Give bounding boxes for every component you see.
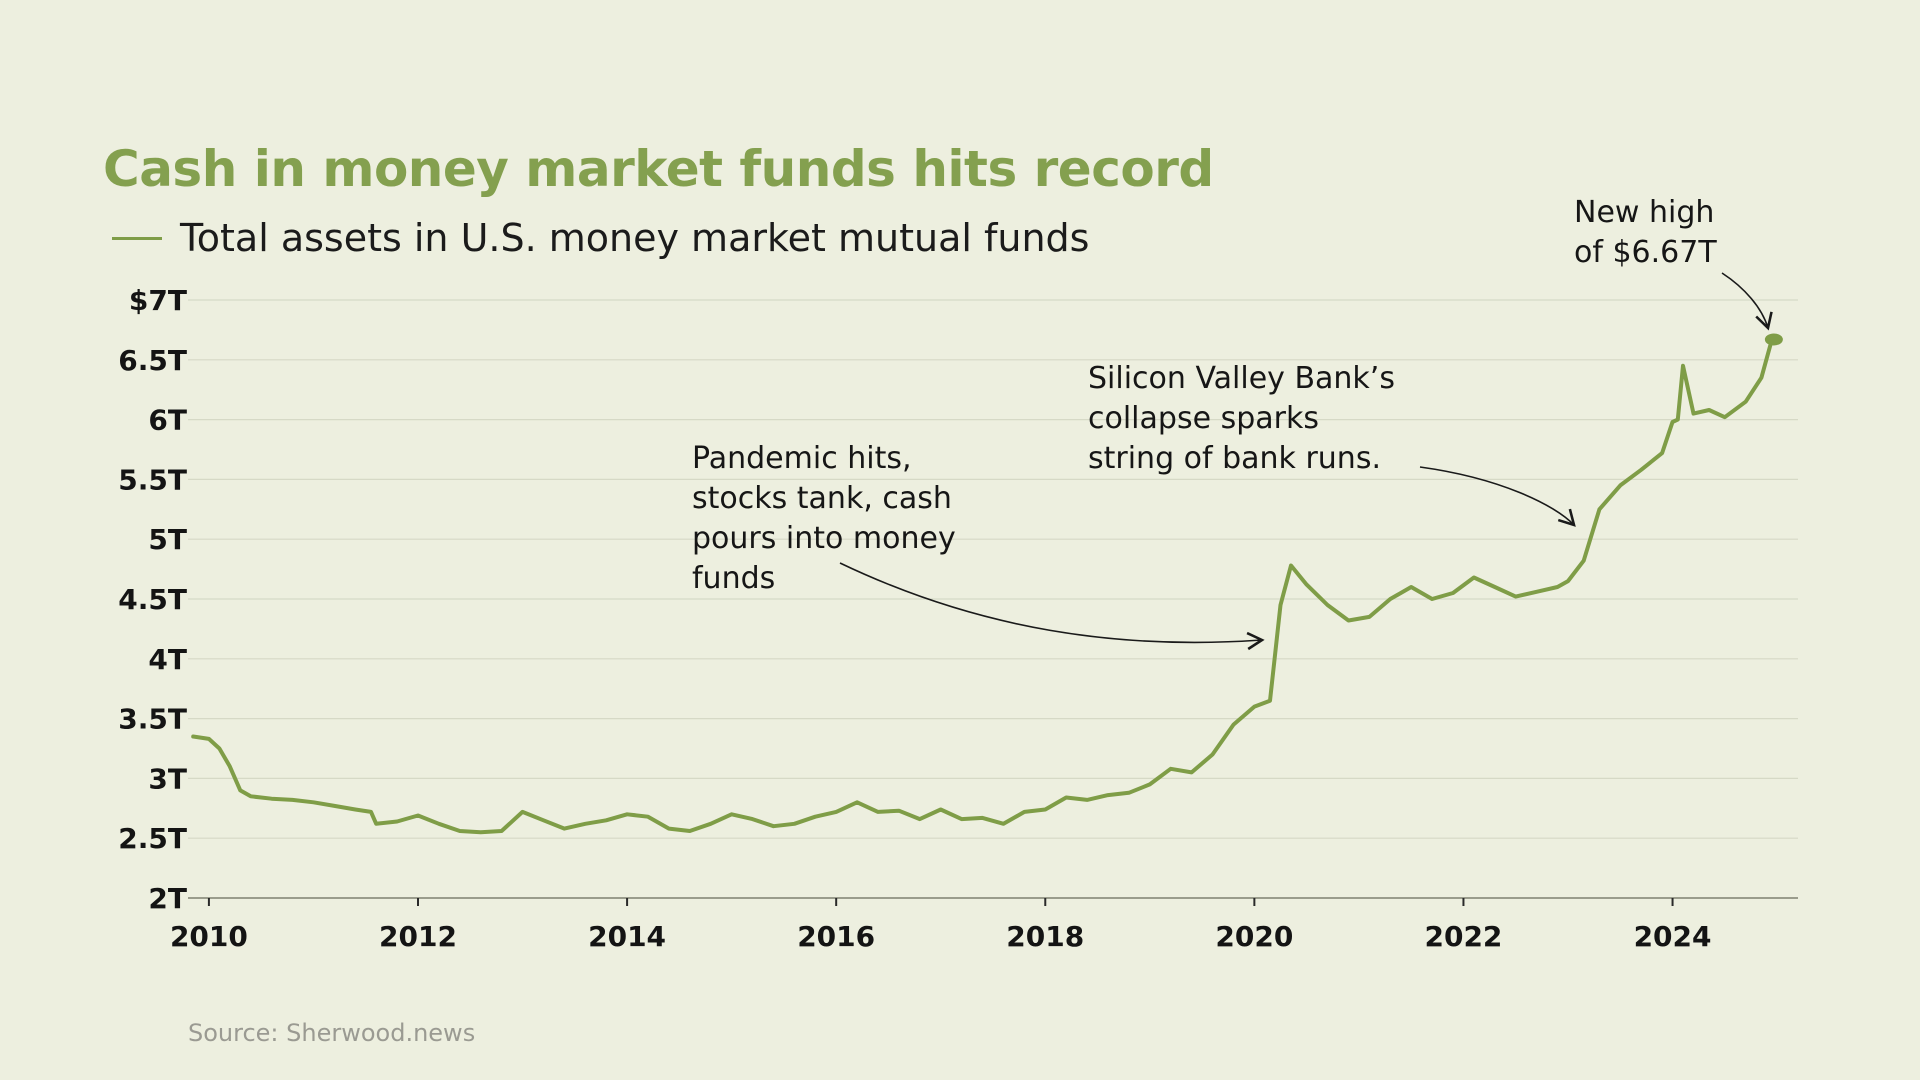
x-tick-label: 2012	[379, 920, 457, 953]
legend: Total assets in U.S. money market mutual…	[112, 216, 1089, 260]
y-tick-label: 6T	[148, 404, 187, 437]
x-tick-label: 2010	[170, 920, 248, 953]
record-high-point	[1764, 333, 1783, 346]
y-tick-label: 5.5T	[118, 463, 187, 496]
series	[191, 333, 1783, 835]
y-tick-label: 3T	[148, 762, 187, 795]
x-tick-label: 2024	[1634, 920, 1712, 953]
x-tick-label: 2016	[797, 920, 875, 953]
axes: $7T 6.5T 6T 5.5T 5T 4.5T 4T 3.5T 3T 2.5T 2T 2010 201…	[118, 284, 1711, 953]
annotation-arrow	[1721, 272, 1773, 331]
y-tick-label: $7T	[129, 284, 187, 317]
annotation-text: New high of $6.67T	[1574, 195, 1717, 270]
annotation-line: of $6.67T	[1574, 235, 1717, 270]
annotation-text: Silicon Valley Bank’s collapse sparks stri…	[1088, 361, 1395, 476]
annotation-arrow	[1419, 466, 1576, 527]
annotations: Pandemic hits, stocks tank, cash pours int…	[692, 195, 1773, 651]
chart-title: Cash in money market funds hits record	[103, 140, 1214, 198]
y-tick-label: 3.5T	[118, 703, 187, 736]
gridlines	[188, 299, 1798, 899]
annotation-line: funds	[692, 561, 775, 596]
annotation-line: pours into money	[692, 521, 956, 556]
y-tick-label: 4.5T	[118, 583, 187, 616]
annotation-arrow	[839, 562, 1265, 651]
y-tick-label: 4T	[148, 643, 187, 676]
legend-label: Total assets in U.S. money market mutual…	[180, 216, 1090, 260]
source-note: Source: Sherwood.news	[188, 1019, 476, 1047]
legend-line-swatch	[112, 236, 162, 240]
series-line	[191, 337, 1774, 835]
x-tick-label: 2020	[1215, 920, 1293, 953]
annotation-line: stocks tank, cash	[692, 481, 952, 516]
x-tick-label: 2022	[1424, 920, 1502, 953]
y-tick-label: 2.5T	[118, 822, 187, 855]
y-tick-label: 5T	[148, 523, 187, 556]
x-tick-label: 2018	[1006, 920, 1084, 953]
annotation-line: Pandemic hits,	[692, 441, 912, 476]
annotation-line: Silicon Valley Bank’s	[1088, 361, 1395, 396]
annotation-line: New high	[1574, 195, 1714, 230]
x-tick-label: 2014	[588, 920, 666, 953]
annotation-line: string of bank runs.	[1088, 441, 1381, 476]
annotation-line: collapse sparks	[1088, 401, 1319, 436]
y-tick-label: 6.5T	[118, 344, 187, 377]
annotation-text: Pandemic hits, stocks tank, cash pours int…	[692, 441, 956, 596]
y-tick-label: 2T	[148, 882, 187, 915]
